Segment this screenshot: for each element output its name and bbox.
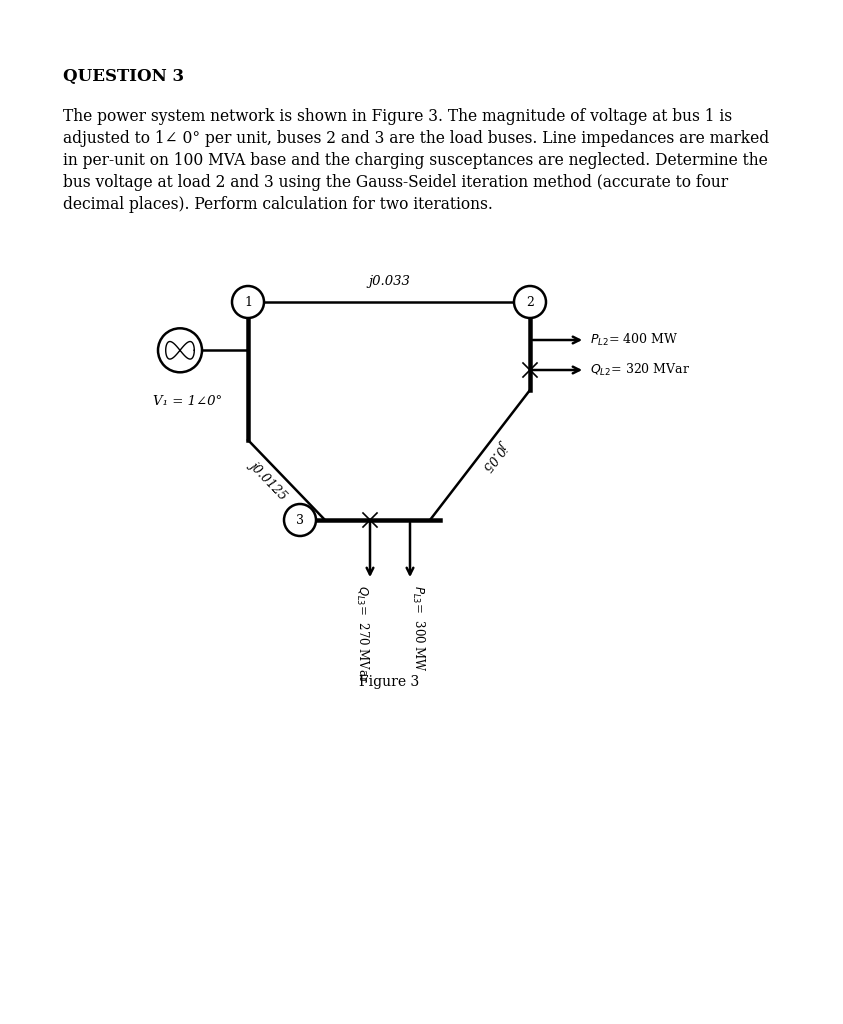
Circle shape bbox=[158, 329, 202, 373]
Text: 3: 3 bbox=[296, 513, 304, 526]
Text: decimal places). Perform calculation for two iterations.: decimal places). Perform calculation for… bbox=[63, 196, 493, 213]
Text: j0.033: j0.033 bbox=[368, 275, 410, 288]
Text: $\mathit{Q_{L3}}$=  270 MVar: $\mathit{Q_{L3}}$= 270 MVar bbox=[354, 585, 370, 683]
Text: The power system network is shown in Figure 3. The magnitude of voltage at bus 1: The power system network is shown in Fig… bbox=[63, 108, 732, 125]
Text: QUESTION 3: QUESTION 3 bbox=[63, 68, 184, 85]
Text: 1: 1 bbox=[244, 296, 252, 308]
Circle shape bbox=[514, 286, 546, 318]
Text: V₁ = 1∠0°: V₁ = 1∠0° bbox=[153, 395, 222, 409]
Circle shape bbox=[284, 504, 316, 536]
Text: bus voltage at load 2 and 3 using the Gauss-Seidel iteration method (accurate to: bus voltage at load 2 and 3 using the Ga… bbox=[63, 174, 728, 191]
Text: in per-unit on 100 MVA base and the charging susceptances are neglected. Determi: in per-unit on 100 MVA base and the char… bbox=[63, 152, 768, 169]
Text: adjusted to 1∠ 0° per unit, buses 2 and 3 are the load buses. Line impedances ar: adjusted to 1∠ 0° per unit, buses 2 and … bbox=[63, 130, 769, 147]
Text: $\mathit{P_{L2}}$= 400 MW: $\mathit{P_{L2}}$= 400 MW bbox=[590, 332, 679, 348]
Text: $\mathit{P_{L3}}$=  300 MW: $\mathit{P_{L3}}$= 300 MW bbox=[410, 585, 426, 672]
Text: j0.05: j0.05 bbox=[483, 438, 513, 472]
Text: j0.0125: j0.0125 bbox=[247, 459, 290, 502]
Text: $\mathit{Q_{L2}}$= 320 MVar: $\mathit{Q_{L2}}$= 320 MVar bbox=[590, 361, 690, 378]
Text: 2: 2 bbox=[526, 296, 534, 308]
Circle shape bbox=[232, 286, 264, 318]
Text: Figure 3: Figure 3 bbox=[359, 675, 419, 689]
